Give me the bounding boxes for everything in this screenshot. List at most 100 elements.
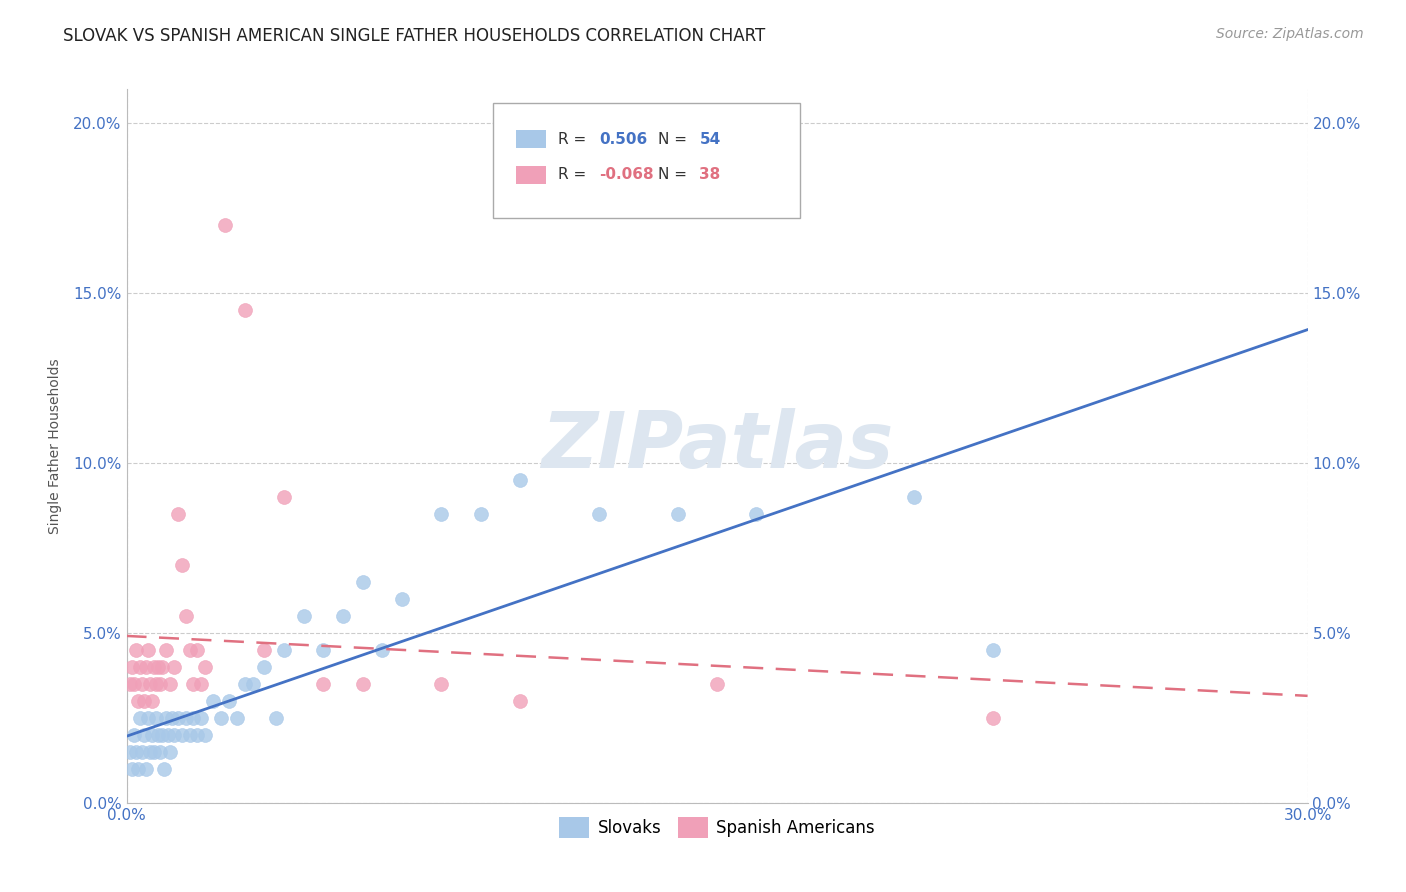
Text: -0.068: -0.068: [599, 168, 654, 182]
Point: [352, 574, 374, 589]
Point: [352, 677, 374, 691]
Point: [155, 643, 177, 657]
Point: [125, 643, 148, 657]
Point: [159, 745, 181, 759]
Point: [183, 677, 205, 691]
Point: [186, 728, 208, 742]
Point: [430, 507, 453, 521]
Point: [143, 660, 166, 674]
Point: [179, 643, 201, 657]
Y-axis label: Single Father Households: Single Father Households: [48, 359, 62, 533]
Point: [155, 711, 177, 725]
Point: [156, 728, 179, 742]
Point: [183, 711, 205, 725]
Point: [430, 677, 453, 691]
Point: [146, 660, 169, 674]
Point: [332, 608, 354, 623]
Point: [124, 677, 146, 691]
Point: [134, 694, 156, 708]
Point: [233, 677, 256, 691]
Point: [312, 643, 335, 657]
Point: [121, 762, 143, 776]
Text: SLOVAK VS SPANISH AMERICAN SINGLE FATHER HOUSEHOLDS CORRELATION CHART: SLOVAK VS SPANISH AMERICAN SINGLE FATHER…: [63, 27, 765, 45]
Point: [233, 303, 256, 318]
Point: [141, 728, 163, 742]
Point: [186, 643, 208, 657]
Point: [124, 728, 146, 742]
Point: [121, 660, 143, 674]
Point: [139, 677, 162, 691]
Point: [125, 745, 148, 759]
Text: N =: N =: [658, 132, 692, 146]
Point: [143, 745, 166, 759]
Text: 54: 54: [699, 132, 721, 146]
Point: [190, 711, 212, 725]
Text: Source: ZipAtlas.com: Source: ZipAtlas.com: [1216, 27, 1364, 41]
Point: [371, 643, 394, 657]
Point: [194, 660, 217, 674]
Point: [170, 728, 193, 742]
Text: 0.506: 0.506: [599, 132, 647, 146]
Point: [218, 694, 240, 708]
Point: [253, 643, 276, 657]
Point: [981, 643, 1004, 657]
Point: [225, 711, 247, 725]
Point: [127, 762, 149, 776]
Point: [145, 711, 167, 725]
Point: [120, 677, 142, 691]
Point: [666, 507, 689, 521]
Point: [202, 694, 225, 708]
Point: [149, 677, 172, 691]
Text: ZIPatlas: ZIPatlas: [541, 408, 893, 484]
Point: [190, 677, 212, 691]
Point: [129, 711, 152, 725]
Point: [120, 745, 142, 759]
Point: [509, 694, 531, 708]
Point: [149, 745, 172, 759]
Point: [292, 608, 315, 623]
Point: [136, 711, 159, 725]
Point: [745, 507, 768, 521]
Point: [135, 762, 157, 776]
Point: [134, 728, 156, 742]
Point: [170, 558, 193, 572]
Point: [163, 728, 186, 742]
Point: [160, 711, 183, 725]
Text: R =: R =: [558, 132, 591, 146]
Point: [146, 728, 169, 742]
Point: [129, 660, 152, 674]
Point: [150, 660, 173, 674]
Point: [273, 643, 295, 657]
Point: [174, 608, 197, 623]
Point: [194, 728, 217, 742]
Point: [391, 591, 413, 606]
Point: [131, 745, 153, 759]
Point: [509, 473, 531, 487]
Bar: [516, 166, 546, 184]
Point: [214, 218, 236, 232]
Point: [153, 762, 176, 776]
Point: [273, 490, 295, 504]
Point: [139, 745, 162, 759]
Point: [174, 711, 197, 725]
Point: [706, 677, 728, 691]
Point: [163, 660, 186, 674]
Point: [150, 728, 173, 742]
Point: [166, 507, 188, 521]
Bar: [516, 130, 546, 148]
Point: [264, 711, 287, 725]
Text: R =: R =: [558, 168, 591, 182]
Point: [159, 677, 181, 691]
Point: [470, 507, 492, 521]
Point: [166, 711, 188, 725]
Point: [127, 694, 149, 708]
Point: [209, 711, 232, 725]
Point: [135, 660, 157, 674]
Point: [136, 643, 159, 657]
Point: [981, 711, 1004, 725]
Point: [588, 507, 610, 521]
Text: N =: N =: [658, 168, 692, 182]
Point: [131, 677, 153, 691]
Point: [253, 660, 276, 674]
Point: [312, 677, 335, 691]
